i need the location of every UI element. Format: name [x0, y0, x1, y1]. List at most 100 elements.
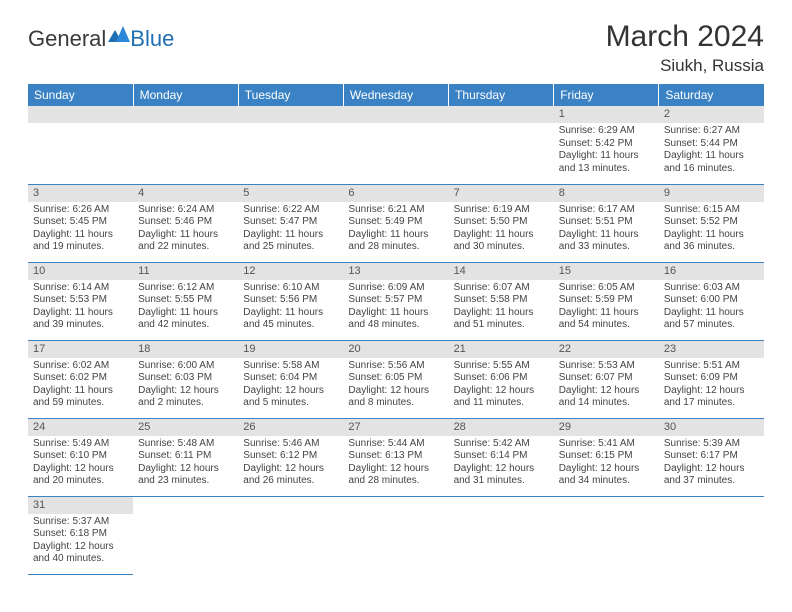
calendar-cell: 27Sunrise: 5:44 AMSunset: 6:13 PMDayligh…	[343, 418, 448, 496]
day-number: 9	[659, 185, 764, 202]
column-header-row: SundayMondayTuesdayWednesdayThursdayFrid…	[28, 84, 764, 106]
day-number: 3	[28, 185, 133, 202]
day-detail: Sunrise: 5:42 AMSunset: 6:14 PMDaylight:…	[449, 436, 554, 492]
header: General Blue March 2024 Siukh, Russia	[28, 20, 764, 76]
day-detail: Sunrise: 6:24 AMSunset: 5:46 PMDaylight:…	[133, 202, 238, 258]
calendar-cell: 4Sunrise: 6:24 AMSunset: 5:46 PMDaylight…	[133, 184, 238, 262]
calendar-cell: 14Sunrise: 6:07 AMSunset: 5:58 PMDayligh…	[449, 262, 554, 340]
column-header: Tuesday	[238, 84, 343, 106]
day-detail: Sunrise: 6:27 AMSunset: 5:44 PMDaylight:…	[659, 123, 764, 179]
column-header: Sunday	[28, 84, 133, 106]
day-number: 5	[238, 185, 343, 202]
day-detail: Sunrise: 5:55 AMSunset: 6:06 PMDaylight:…	[449, 358, 554, 414]
calendar-cell	[343, 106, 448, 184]
day-number: 30	[659, 419, 764, 436]
day-detail: Sunrise: 5:48 AMSunset: 6:11 PMDaylight:…	[133, 436, 238, 492]
day-number: 18	[133, 341, 238, 358]
calendar-cell: 31Sunrise: 5:37 AMSunset: 6:18 PMDayligh…	[28, 496, 133, 574]
day-detail: Sunrise: 5:46 AMSunset: 6:12 PMDaylight:…	[238, 436, 343, 492]
day-detail: Sunrise: 5:44 AMSunset: 6:13 PMDaylight:…	[343, 436, 448, 492]
day-detail: Sunrise: 6:15 AMSunset: 5:52 PMDaylight:…	[659, 202, 764, 258]
calendar-cell: 7Sunrise: 6:19 AMSunset: 5:50 PMDaylight…	[449, 184, 554, 262]
day-number: 22	[554, 341, 659, 358]
day-detail: Sunrise: 6:26 AMSunset: 5:45 PMDaylight:…	[28, 202, 133, 258]
day-number: 31	[28, 497, 133, 514]
calendar-cell: 18Sunrise: 6:00 AMSunset: 6:03 PMDayligh…	[133, 340, 238, 418]
day-detail: Sunrise: 6:09 AMSunset: 5:57 PMDaylight:…	[343, 280, 448, 336]
day-detail: Sunrise: 6:14 AMSunset: 5:53 PMDaylight:…	[28, 280, 133, 336]
day-number: 17	[28, 341, 133, 358]
calendar-week-row: 24Sunrise: 5:49 AMSunset: 6:10 PMDayligh…	[28, 418, 764, 496]
calendar-cell: 6Sunrise: 6:21 AMSunset: 5:49 PMDaylight…	[343, 184, 448, 262]
day-number: 4	[133, 185, 238, 202]
calendar-week-row: 10Sunrise: 6:14 AMSunset: 5:53 PMDayligh…	[28, 262, 764, 340]
day-number: 21	[449, 341, 554, 358]
day-number: 1	[554, 106, 659, 123]
calendar-cell	[28, 106, 133, 184]
column-header: Wednesday	[343, 84, 448, 106]
calendar-table: SundayMondayTuesdayWednesdayThursdayFrid…	[28, 84, 764, 575]
day-number: 8	[554, 185, 659, 202]
day-detail: Sunrise: 6:05 AMSunset: 5:59 PMDaylight:…	[554, 280, 659, 336]
day-number: 11	[133, 263, 238, 280]
column-header: Friday	[554, 84, 659, 106]
calendar-cell: 5Sunrise: 6:22 AMSunset: 5:47 PMDaylight…	[238, 184, 343, 262]
calendar-cell: 21Sunrise: 5:55 AMSunset: 6:06 PMDayligh…	[449, 340, 554, 418]
day-detail: Sunrise: 6:10 AMSunset: 5:56 PMDaylight:…	[238, 280, 343, 336]
column-header: Monday	[133, 84, 238, 106]
day-detail: Sunrise: 5:41 AMSunset: 6:15 PMDaylight:…	[554, 436, 659, 492]
calendar-cell: 28Sunrise: 5:42 AMSunset: 6:14 PMDayligh…	[449, 418, 554, 496]
day-detail: Sunrise: 6:21 AMSunset: 5:49 PMDaylight:…	[343, 202, 448, 258]
day-number: 24	[28, 419, 133, 436]
day-detail: Sunrise: 5:39 AMSunset: 6:17 PMDaylight:…	[659, 436, 764, 492]
day-number: 19	[238, 341, 343, 358]
calendar-cell	[133, 496, 238, 574]
calendar-cell: 30Sunrise: 5:39 AMSunset: 6:17 PMDayligh…	[659, 418, 764, 496]
calendar-cell: 19Sunrise: 5:58 AMSunset: 6:04 PMDayligh…	[238, 340, 343, 418]
day-detail: Sunrise: 6:19 AMSunset: 5:50 PMDaylight:…	[449, 202, 554, 258]
day-detail: Sunrise: 5:37 AMSunset: 6:18 PMDaylight:…	[28, 514, 133, 570]
calendar-cell	[343, 496, 448, 574]
calendar-cell: 20Sunrise: 5:56 AMSunset: 6:05 PMDayligh…	[343, 340, 448, 418]
day-detail: Sunrise: 6:03 AMSunset: 6:00 PMDaylight:…	[659, 280, 764, 336]
day-number-empty	[449, 106, 554, 123]
calendar-cell	[133, 106, 238, 184]
day-detail: Sunrise: 6:07 AMSunset: 5:58 PMDaylight:…	[449, 280, 554, 336]
calendar-cell: 3Sunrise: 6:26 AMSunset: 5:45 PMDaylight…	[28, 184, 133, 262]
calendar-cell: 8Sunrise: 6:17 AMSunset: 5:51 PMDaylight…	[554, 184, 659, 262]
calendar-cell	[449, 496, 554, 574]
day-number: 14	[449, 263, 554, 280]
logo-flag-icon	[108, 26, 130, 42]
day-number-empty	[28, 106, 133, 123]
calendar-week-row: 1Sunrise: 6:29 AMSunset: 5:42 PMDaylight…	[28, 106, 764, 184]
day-number: 26	[238, 419, 343, 436]
day-number-empty	[343, 106, 448, 123]
day-number: 13	[343, 263, 448, 280]
calendar-cell	[659, 496, 764, 574]
day-number: 10	[28, 263, 133, 280]
title-block: March 2024 Siukh, Russia	[606, 20, 764, 76]
month-title: March 2024	[606, 20, 764, 54]
day-number: 20	[343, 341, 448, 358]
calendar-cell: 25Sunrise: 5:48 AMSunset: 6:11 PMDayligh…	[133, 418, 238, 496]
logo-text-2: Blue	[130, 26, 174, 52]
calendar-cell: 26Sunrise: 5:46 AMSunset: 6:12 PMDayligh…	[238, 418, 343, 496]
day-number: 2	[659, 106, 764, 123]
day-number: 25	[133, 419, 238, 436]
column-header: Saturday	[659, 84, 764, 106]
calendar-cell: 2Sunrise: 6:27 AMSunset: 5:44 PMDaylight…	[659, 106, 764, 184]
logo-text-1: General	[28, 26, 106, 52]
calendar-cell: 24Sunrise: 5:49 AMSunset: 6:10 PMDayligh…	[28, 418, 133, 496]
calendar-cell: 12Sunrise: 6:10 AMSunset: 5:56 PMDayligh…	[238, 262, 343, 340]
day-detail: Sunrise: 5:58 AMSunset: 6:04 PMDaylight:…	[238, 358, 343, 414]
calendar-cell: 23Sunrise: 5:51 AMSunset: 6:09 PMDayligh…	[659, 340, 764, 418]
column-header: Thursday	[449, 84, 554, 106]
calendar-week-row: 17Sunrise: 6:02 AMSunset: 6:02 PMDayligh…	[28, 340, 764, 418]
calendar-cell	[554, 496, 659, 574]
day-number: 7	[449, 185, 554, 202]
day-detail: Sunrise: 6:22 AMSunset: 5:47 PMDaylight:…	[238, 202, 343, 258]
day-detail: Sunrise: 6:12 AMSunset: 5:55 PMDaylight:…	[133, 280, 238, 336]
location: Siukh, Russia	[606, 56, 764, 76]
calendar-cell: 29Sunrise: 5:41 AMSunset: 6:15 PMDayligh…	[554, 418, 659, 496]
day-number: 27	[343, 419, 448, 436]
